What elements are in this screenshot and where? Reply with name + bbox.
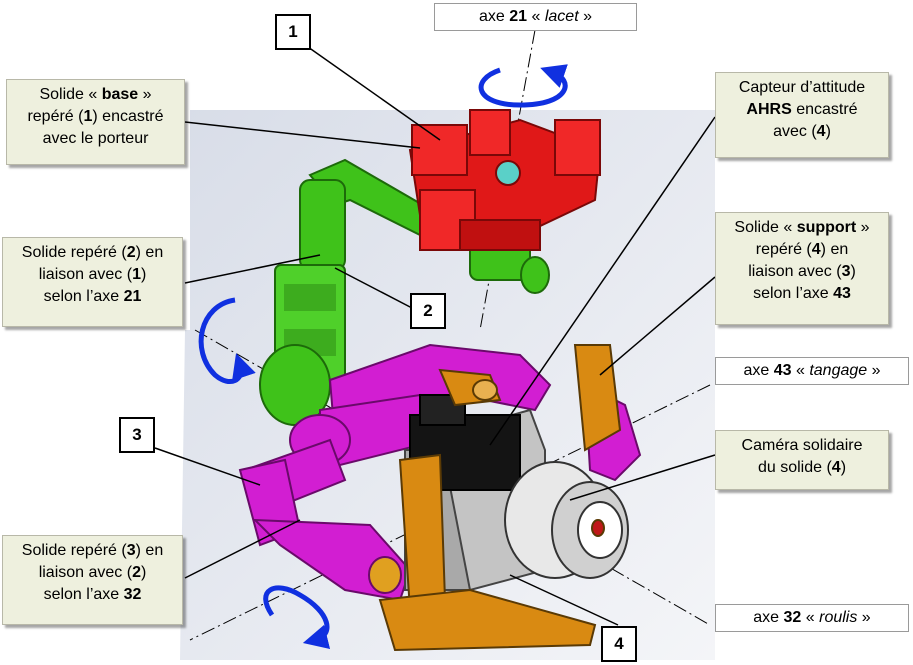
number-4-label: 4: [601, 626, 637, 662]
number-3-label: 3: [119, 417, 155, 453]
axis21-rotation-arrow: [198, 297, 256, 384]
callout-support: Solide « support » repéré (4) en liaison…: [715, 212, 889, 325]
number-1-label: 1: [275, 14, 311, 50]
axe-tangage-label: axe 43 « tangage »: [715, 357, 909, 385]
solide-2-arm: [259, 158, 550, 426]
roulis-rotation-arrow: [263, 585, 331, 650]
leader-lines: [154, 46, 716, 626]
axe-roulis-label: axe 32 « roulis »: [715, 604, 909, 632]
base-solide-1: [408, 109, 602, 251]
axe-lacet-label: axe 21 « lacet »: [434, 3, 637, 31]
lacet-rotation-arrow: [478, 64, 568, 108]
callout-solide-2: Solide repéré (2) en liaison avec (1) se…: [2, 237, 183, 327]
support-solide-4: [378, 344, 629, 652]
callout-solide-3: Solide repéré (3) en liaison avec (2) se…: [2, 535, 183, 625]
number-2-label: 2: [410, 293, 446, 329]
callout-base: Solide « base » repéré (1) encastré avec…: [6, 79, 185, 165]
rotation-arrows: [198, 64, 568, 650]
callout-capteur: Capteur d’attitude AHRS encastré avec (4…: [715, 72, 889, 158]
callout-camera: Caméra solidaire du solide (4): [715, 430, 889, 490]
